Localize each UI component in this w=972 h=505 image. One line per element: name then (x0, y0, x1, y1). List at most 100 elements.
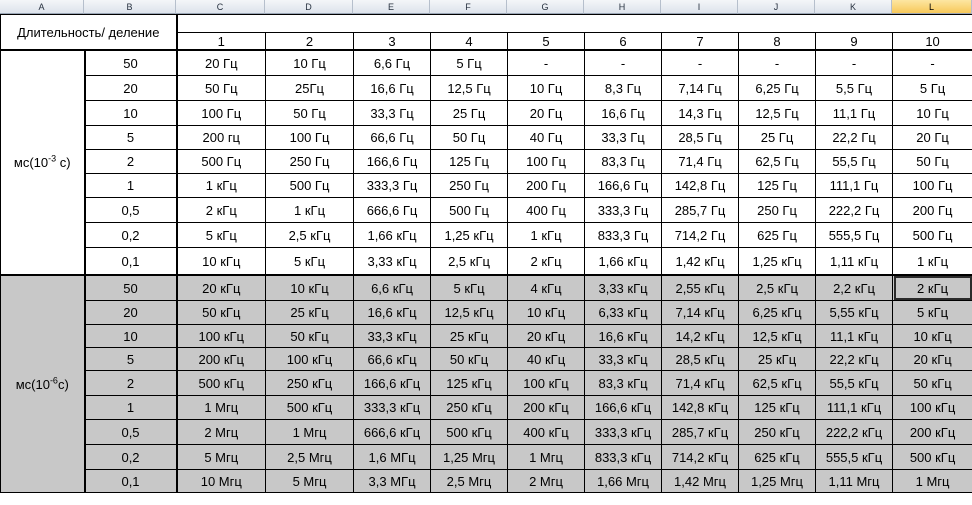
frequency-cell[interactable]: 1 кГц (507, 222, 586, 248)
frequency-cell[interactable]: 285,7 Гц (661, 197, 740, 223)
frequency-cell[interactable]: 16,6 кГц (584, 324, 663, 348)
frequency-cell[interactable]: 83,3 кГц (584, 370, 663, 396)
frequency-cell[interactable]: 12,5 Гц (430, 75, 509, 101)
frequency-cell[interactable]: 50 кГц (430, 347, 509, 371)
frequency-cell[interactable]: 25Гц (265, 75, 355, 101)
frequency-cell[interactable]: 10 кГц (175, 247, 267, 276)
frequency-cell[interactable]: 250 Гц (265, 149, 355, 174)
frequency-cell[interactable]: 100 Гц (175, 100, 267, 126)
frequency-cell[interactable]: 1,25 кГц (430, 222, 509, 248)
frequency-cell[interactable]: 250 кГц (430, 395, 509, 420)
frequency-cell[interactable]: 2 кГц (175, 197, 267, 223)
frequency-cell[interactable]: 100 Гц (265, 125, 355, 150)
frequency-cell[interactable]: 166,6 Гц (353, 149, 432, 174)
column-header-d[interactable]: D (265, 0, 353, 14)
frequency-cell[interactable]: 3,33 кГц (584, 274, 663, 301)
division-header-6[interactable]: 6 (584, 32, 663, 51)
frequency-cell[interactable]: 222,2 кГц (815, 419, 894, 445)
frequency-cell[interactable]: 2 Мгц (507, 469, 586, 493)
frequency-cell[interactable]: 400 Гц (507, 197, 586, 223)
frequency-cell[interactable]: 10 Гц (265, 49, 355, 76)
frequency-cell[interactable]: 2 кГц (892, 274, 972, 301)
frequency-cell[interactable]: 33,3 Гц (353, 100, 432, 126)
frequency-cell[interactable]: 111,1 Гц (815, 173, 894, 198)
frequency-cell[interactable]: 50 Гц (265, 100, 355, 126)
frequency-cell[interactable]: 333,3 Гц (584, 197, 663, 223)
frequency-cell[interactable]: 28,5 кГц (661, 347, 740, 371)
frequency-cell[interactable]: 500 кГц (175, 370, 267, 396)
frequency-cell[interactable]: - (661, 49, 740, 76)
duration-cell[interactable]: 2 (83, 370, 178, 396)
frequency-cell[interactable]: 83,3 Гц (584, 149, 663, 174)
frequency-cell[interactable]: 62,5 Гц (738, 149, 817, 174)
frequency-cell[interactable]: 166,6 Гц (584, 173, 663, 198)
frequency-cell[interactable]: 625 кГц (738, 444, 817, 470)
column-header-j[interactable]: J (738, 0, 815, 14)
frequency-cell[interactable]: 10 Гц (507, 75, 586, 101)
frequency-cell[interactable]: 55,5 Гц (815, 149, 894, 174)
frequency-cell[interactable]: 16,6 Гц (353, 75, 432, 101)
frequency-cell[interactable]: 2,5 кГц (265, 222, 355, 248)
frequency-cell[interactable]: 33,3 Гц (584, 125, 663, 150)
frequency-cell[interactable]: 1,25 кГц (738, 247, 817, 276)
frequency-cell[interactable]: 5 кГц (892, 300, 972, 325)
frequency-cell[interactable]: 6,25 Гц (738, 75, 817, 101)
duration-cell[interactable]: 50 (83, 49, 178, 76)
frequency-cell[interactable]: 66,6 кГц (353, 347, 432, 371)
column-header-h[interactable]: H (584, 0, 661, 14)
frequency-cell[interactable]: 5 кГц (265, 247, 355, 276)
table-title[interactable]: Длительность/ деление (0, 14, 178, 51)
frequency-cell[interactable]: 125 Гц (430, 149, 509, 174)
frequency-cell[interactable]: 14,3 Гц (661, 100, 740, 126)
frequency-cell[interactable]: 666,6 Гц (353, 197, 432, 223)
frequency-cell[interactable]: 2,5 кГц (738, 274, 817, 301)
frequency-cell[interactable]: 11,1 кГц (815, 324, 894, 348)
column-header-b[interactable]: B (84, 0, 176, 14)
division-header-3[interactable]: 3 (353, 32, 432, 51)
frequency-cell[interactable]: 50 Гц (892, 149, 972, 174)
duration-cell[interactable]: 1 (83, 173, 178, 198)
unit-label-cell[interactable]: мс(10-6с) (0, 274, 86, 493)
frequency-cell[interactable]: 1,42 кГц (661, 247, 740, 276)
frequency-cell[interactable]: 1,25 Мгц (430, 444, 509, 470)
frequency-cell[interactable]: 28,5 Гц (661, 125, 740, 150)
frequency-cell[interactable]: 100 кГц (175, 324, 267, 348)
frequency-cell[interactable]: 11,1 Гц (815, 100, 894, 126)
duration-cell[interactable]: 0,2 (83, 444, 178, 470)
frequency-cell[interactable]: 1 Мгц (265, 419, 355, 445)
frequency-cell[interactable]: 714,2 Гц (661, 222, 740, 248)
frequency-cell[interactable]: 1 кГц (892, 247, 972, 276)
frequency-cell[interactable]: 125 Гц (738, 173, 817, 198)
division-header-9[interactable]: 9 (815, 32, 894, 51)
frequency-cell[interactable]: 25 кГц (265, 300, 355, 325)
frequency-cell[interactable]: 33,3 кГц (353, 324, 432, 348)
frequency-cell[interactable]: 2,5 кГц (430, 247, 509, 276)
frequency-cell[interactable]: 6,25 кГц (738, 300, 817, 325)
frequency-cell[interactable]: 10 Мгц (175, 469, 267, 493)
frequency-cell[interactable]: - (738, 49, 817, 76)
frequency-cell[interactable]: 142,8 Гц (661, 173, 740, 198)
frequency-cell[interactable]: 500 Гц (265, 173, 355, 198)
frequency-cell[interactable]: 1,66 Мгц (584, 469, 663, 493)
frequency-cell[interactable]: 100 кГц (892, 395, 972, 420)
frequency-cell[interactable]: - (507, 49, 586, 76)
frequency-cell[interactable]: 7,14 кГц (661, 300, 740, 325)
frequency-cell[interactable]: 166,6 кГц (353, 370, 432, 396)
frequency-cell[interactable]: 10 кГц (892, 324, 972, 348)
frequency-cell[interactable]: 111,1 кГц (815, 395, 894, 420)
frequency-cell[interactable]: 6,6 Гц (353, 49, 432, 76)
frequency-cell[interactable]: 714,2 кГц (661, 444, 740, 470)
frequency-cell[interactable]: 16,6 кГц (353, 300, 432, 325)
frequency-cell[interactable]: 200 Гц (892, 197, 972, 223)
frequency-cell[interactable]: 100 Гц (507, 149, 586, 174)
frequency-cell[interactable]: 22,2 Гц (815, 125, 894, 150)
frequency-cell[interactable]: 62,5 кГц (738, 370, 817, 396)
frequency-cell[interactable]: 1 Мгц (892, 469, 972, 493)
division-header-8[interactable]: 8 (738, 32, 817, 51)
column-header-f[interactable]: F (430, 0, 507, 14)
frequency-cell[interactable]: 2,2 кГц (815, 274, 894, 301)
duration-cell[interactable]: 20 (83, 75, 178, 101)
duration-cell[interactable]: 0,5 (83, 419, 178, 445)
frequency-cell[interactable]: 25 кГц (738, 347, 817, 371)
frequency-cell[interactable]: 125 кГц (738, 395, 817, 420)
